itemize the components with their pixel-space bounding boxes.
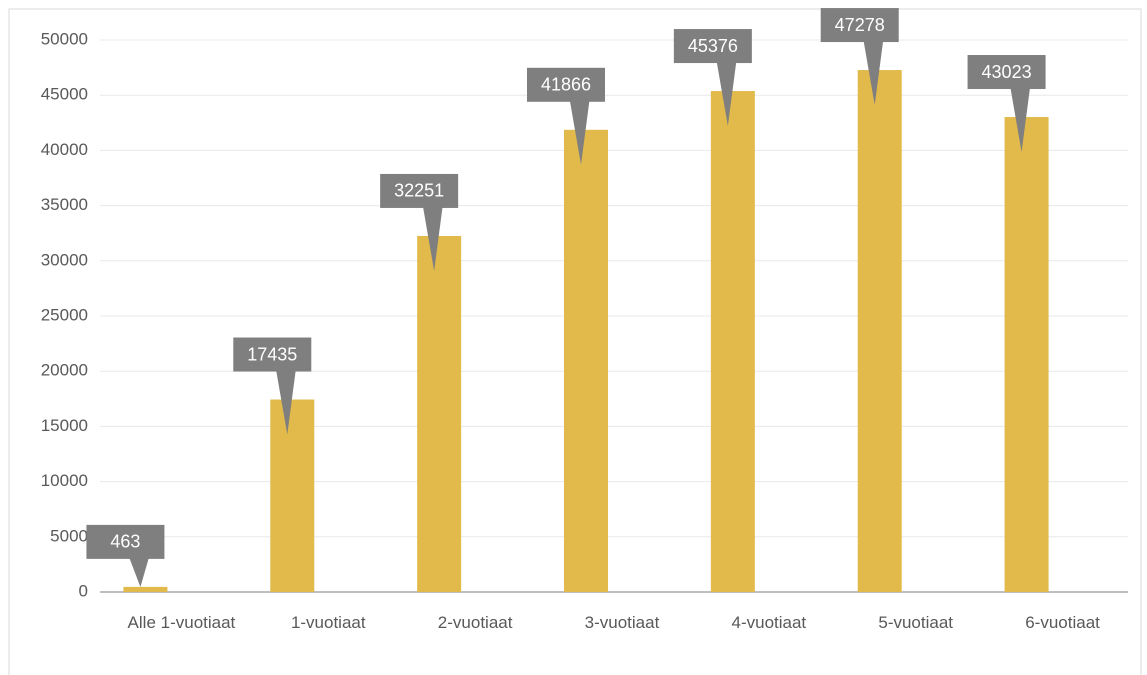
bar	[857, 70, 902, 592]
callout-pointer	[423, 206, 443, 271]
callout-pointer	[569, 100, 590, 165]
callout-box	[527, 67, 605, 102]
y-tick-label: 30000	[41, 250, 88, 269]
data-label: 463	[110, 532, 140, 552]
data-label: 17435	[247, 344, 297, 364]
bar	[564, 129, 608, 592]
callout-box	[967, 55, 1046, 90]
callout-box	[820, 8, 899, 43]
y-tick-label: 50000	[41, 29, 88, 48]
data-label: 47278	[835, 15, 885, 35]
y-tick-label: 15000	[41, 416, 88, 435]
x-tick-label: 6-vuotiaat	[1025, 613, 1100, 632]
callout-box	[86, 524, 165, 559]
y-tick-label: 25000	[41, 305, 88, 324]
y-tick-label: 35000	[41, 195, 88, 214]
y-tick-label: 10000	[41, 471, 88, 490]
data-label: 32251	[394, 181, 444, 201]
y-tick-label: 0	[79, 581, 88, 600]
callout-pointer	[716, 62, 737, 127]
data-label: 41866	[541, 75, 591, 95]
data-label: 43023	[982, 62, 1032, 82]
data-label: 45376	[688, 36, 738, 56]
callout-pointer	[129, 557, 149, 587]
callout-box	[233, 337, 312, 372]
bar	[417, 235, 462, 592]
x-tick-label: 1-vuotiaat	[290, 613, 366, 632]
bar	[123, 586, 168, 592]
y-tick-label: 45000	[41, 85, 88, 104]
x-tick-label: 2-vuotiaat	[437, 613, 513, 632]
y-tick-label: 5000	[50, 526, 88, 545]
chart-border	[8, 8, 1142, 675]
x-tick-label: 5-vuotiaat	[878, 613, 954, 632]
x-tick-label: Alle 1-vuotiaat	[127, 613, 236, 632]
callout-pointer	[276, 370, 296, 435]
y-tick-label: 40000	[41, 140, 88, 159]
callout-box	[673, 29, 752, 64]
callout-pointer	[1010, 88, 1030, 153]
x-tick-label: 3-vuotiaat	[584, 613, 660, 632]
bar	[270, 399, 315, 592]
y-tick-label: 20000	[41, 361, 88, 380]
callout-pointer	[863, 41, 884, 106]
bar	[710, 91, 755, 593]
bar	[1004, 117, 1049, 593]
x-tick-label: 4-vuotiaat	[731, 613, 807, 632]
callout-box	[380, 173, 459, 208]
